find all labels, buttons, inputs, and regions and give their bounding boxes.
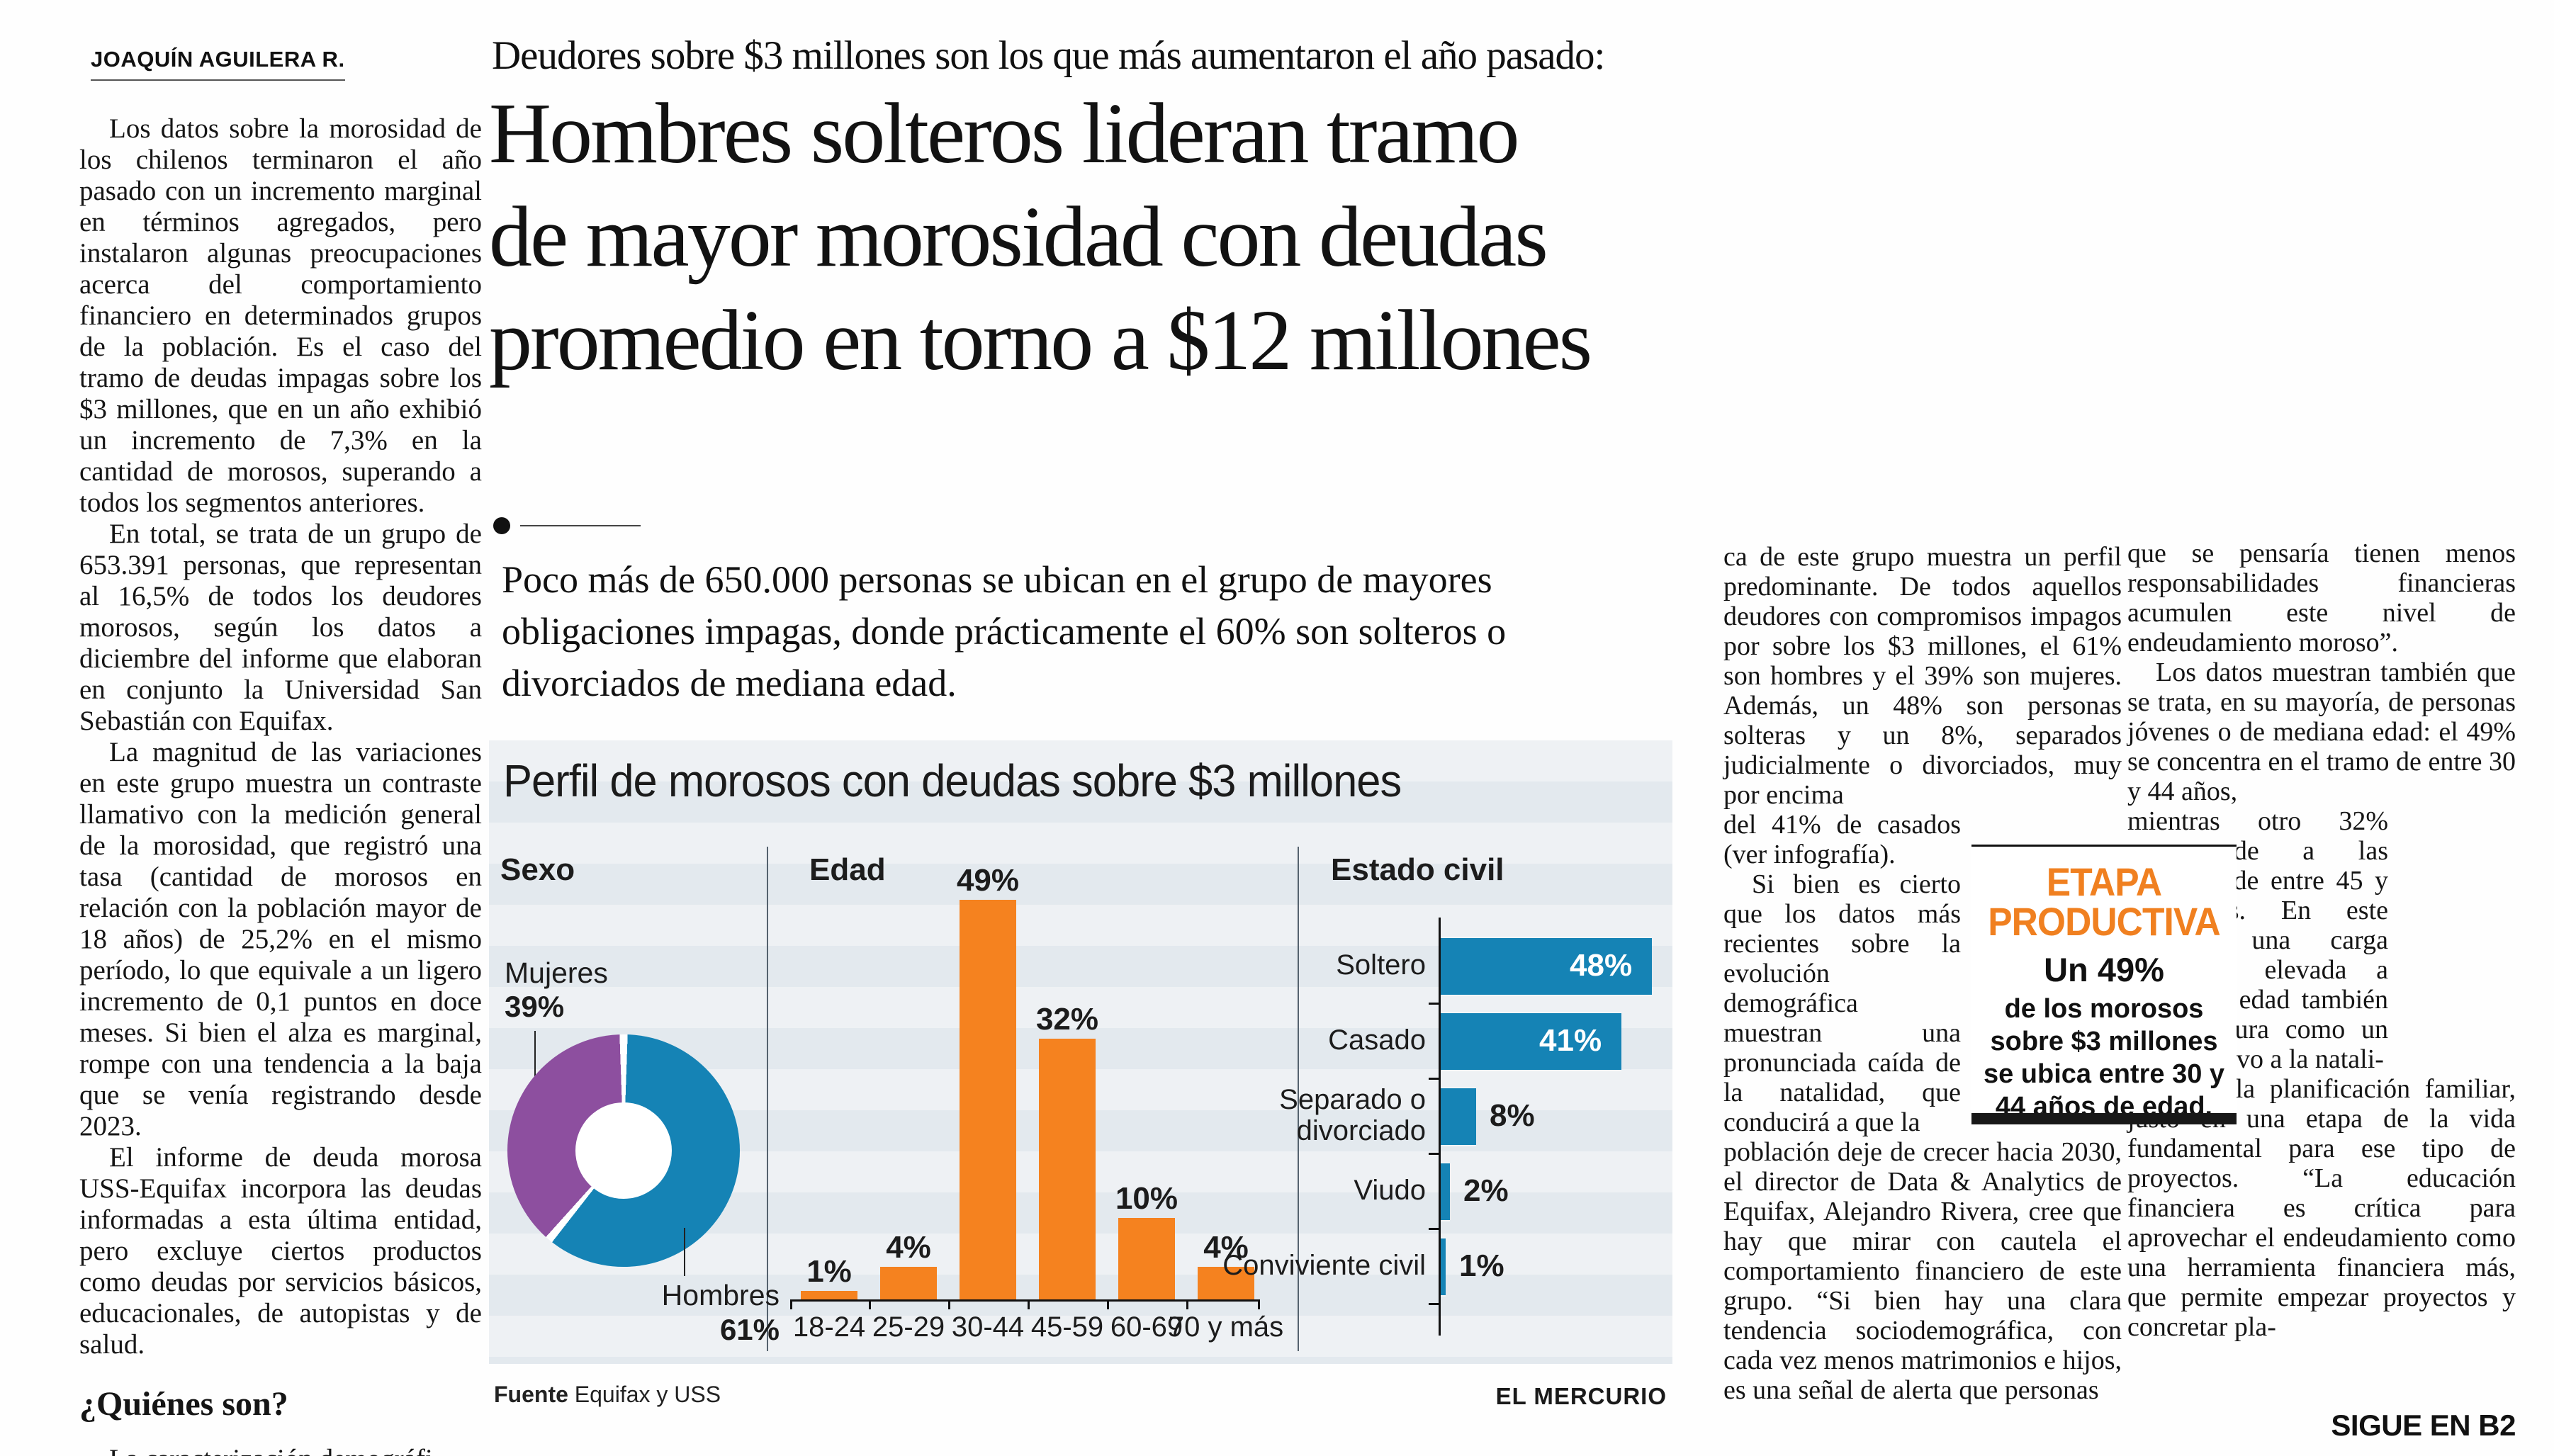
bar-soltero — [1441, 937, 1652, 996]
bar-value: 10% — [1115, 1181, 1178, 1216]
bar-label: Soltero — [1336, 949, 1426, 981]
section-subhead: ¿Quiénes son? — [79, 1385, 288, 1423]
byline: JOAQUÍN AGUILERA R. — [91, 47, 345, 81]
bar-casado — [1441, 1012, 1621, 1071]
bar-category: 18-24 — [792, 1311, 866, 1343]
paragraph: que se pensaría tienen menos responsabil… — [2127, 538, 2516, 658]
paragraph: ca de este grupo muestra un perfil predo… — [1723, 542, 2122, 810]
headline-line: promedio en torno a $12 millones — [489, 293, 1592, 388]
bar-separado-divorciado — [1441, 1087, 1476, 1146]
highlight-tag: ETAPA PRODUCTIVA — [1982, 862, 2226, 942]
hombres-pointer-line — [684, 1228, 685, 1276]
highlight-body: de los morosos sobre $3 millones se ubic… — [1983, 994, 2225, 1122]
highlight-box: ETAPA PRODUCTIVA Un 49% de los morosos s… — [1971, 845, 2237, 1124]
bar-value: 4% — [1203, 1230, 1249, 1265]
panel-divider — [1298, 847, 1299, 1351]
source-label: Fuente — [494, 1382, 568, 1407]
bar-label: Viudo — [1354, 1175, 1426, 1206]
axis-tick — [1186, 1299, 1188, 1309]
headline: Hombres solteros lideran tramo de mayor … — [489, 82, 1736, 393]
bar-category: 30-44 — [951, 1311, 1025, 1343]
paragraph: En total, se trata de un grupo de 653.39… — [79, 519, 482, 736]
edad-axis — [790, 1299, 1258, 1302]
publication-credit: EL MERCURIO — [1495, 1383, 1667, 1409]
bar-value: 32% — [1035, 1002, 1099, 1037]
axis-tick — [1429, 1003, 1439, 1005]
source-text: Equifax y USS — [574, 1382, 721, 1407]
infographic-title: Perfil de morosos con deudas sobre $3 mi… — [503, 755, 1402, 806]
source-credit: Fuente Equifax y USS — [494, 1382, 721, 1408]
mujeres-label: Mujeres — [505, 956, 608, 989]
infographic: Perfil de morosos con deudas sobre $3 mi… — [489, 740, 1672, 1364]
panel-divider — [767, 847, 768, 1351]
axis-tick — [1258, 1299, 1260, 1309]
mujeres-pointer-line — [534, 1031, 536, 1102]
paragraph: dad y a la planificación familiar, justo… — [2127, 1074, 2516, 1342]
bar-18-24 — [801, 1291, 857, 1299]
bar-value: 48% — [1570, 948, 1633, 983]
bar-value: 1% — [1459, 1248, 1504, 1283]
paragraph: La magnitud de las variaciones en este g… — [79, 737, 482, 1141]
axis-tick — [869, 1299, 871, 1309]
headline-line: Hombres solteros lideran tramo — [489, 86, 1520, 181]
paragraph: El informe de deuda morosa USS-Equifax i… — [79, 1142, 482, 1360]
bar-label: Casado — [1328, 1025, 1426, 1056]
headline-rule — [520, 525, 641, 526]
bar-70-mas — [1198, 1267, 1254, 1299]
paragraph: del 41% de casados (ver infografía). — [1723, 810, 1961, 869]
donut-hole — [575, 1102, 672, 1199]
highlight-lead: Un 49% — [2044, 951, 2164, 988]
bar-viudo — [1441, 1162, 1450, 1221]
sexo-header: Sexo — [500, 852, 575, 887]
hombres-value: 61% — [719, 1313, 780, 1346]
paragraph: Si bien es cierto que los datos más reci… — [1723, 869, 1961, 1137]
mujeres-value: 39% — [505, 990, 565, 1023]
axis-tick — [1028, 1299, 1030, 1309]
bar-45-59 — [1039, 1039, 1096, 1299]
highlight-tag-line: ETAPA — [2046, 859, 2162, 904]
middle-column: ca de este grupo muestra un perfil predo… — [1723, 542, 2122, 1405]
bar-25-29 — [880, 1267, 937, 1299]
bar-60-69 — [1118, 1218, 1175, 1299]
edad-header: Edad — [809, 852, 886, 887]
bar-category: 25-29 — [872, 1311, 945, 1343]
lede: Poco más de 650.000 personas se ubican e… — [502, 558, 1507, 704]
axis-tick — [790, 1299, 792, 1309]
axis-tick — [948, 1299, 950, 1309]
estado-civil-header: Estado civil — [1331, 852, 1504, 887]
bar-conviviente-civil — [1441, 1237, 1446, 1297]
bar-value: 41% — [1539, 1023, 1602, 1058]
paragraph: La caracterización demográfi- — [79, 1444, 482, 1456]
axis-tick — [1429, 1228, 1439, 1230]
continuation-notice: SIGUE EN B2 — [2331, 1409, 2516, 1442]
paragraph: Los datos muestran también que se trata,… — [2127, 658, 2516, 806]
bar-category: 45-59 — [1030, 1311, 1104, 1343]
bar-30-44 — [960, 900, 1016, 1299]
hombres-label: Hombres — [661, 1279, 780, 1311]
bar-value: 1% — [806, 1254, 852, 1289]
bar-category: 70 y más — [1168, 1311, 1284, 1343]
bar-label: Conviviente civil — [1222, 1250, 1426, 1281]
left-column: Los datos sobre la morosidad de los chil… — [79, 113, 482, 1456]
axis-tick — [1107, 1299, 1109, 1309]
bar-label: Separado o divorciado — [1279, 1084, 1426, 1146]
headline-line: de mayor morosidad con deudas — [489, 189, 1548, 285]
headline-bullet — [493, 517, 510, 534]
highlight-tag-line: PRODUCTIVA — [1988, 899, 2221, 944]
paragraph: Los datos sobre la morosidad de los chil… — [79, 113, 482, 518]
bar-category: 60-69 — [1110, 1311, 1183, 1343]
kicker: Deudores sobre $3 millones son los que m… — [492, 33, 1605, 78]
bar-value: 49% — [956, 863, 1020, 898]
bar-value: 2% — [1463, 1173, 1509, 1208]
bar-value: 8% — [1490, 1098, 1535, 1133]
highlight-bottom-rule — [1971, 1113, 2237, 1124]
estado-civil-axis — [1439, 918, 1441, 1336]
bar-value: 4% — [886, 1230, 931, 1265]
axis-tick — [1429, 1153, 1439, 1155]
axis-tick — [1429, 1078, 1439, 1080]
paragraph: población deje de crecer hacia 2030, el … — [1723, 1137, 2122, 1405]
axis-tick — [1429, 1303, 1439, 1305]
